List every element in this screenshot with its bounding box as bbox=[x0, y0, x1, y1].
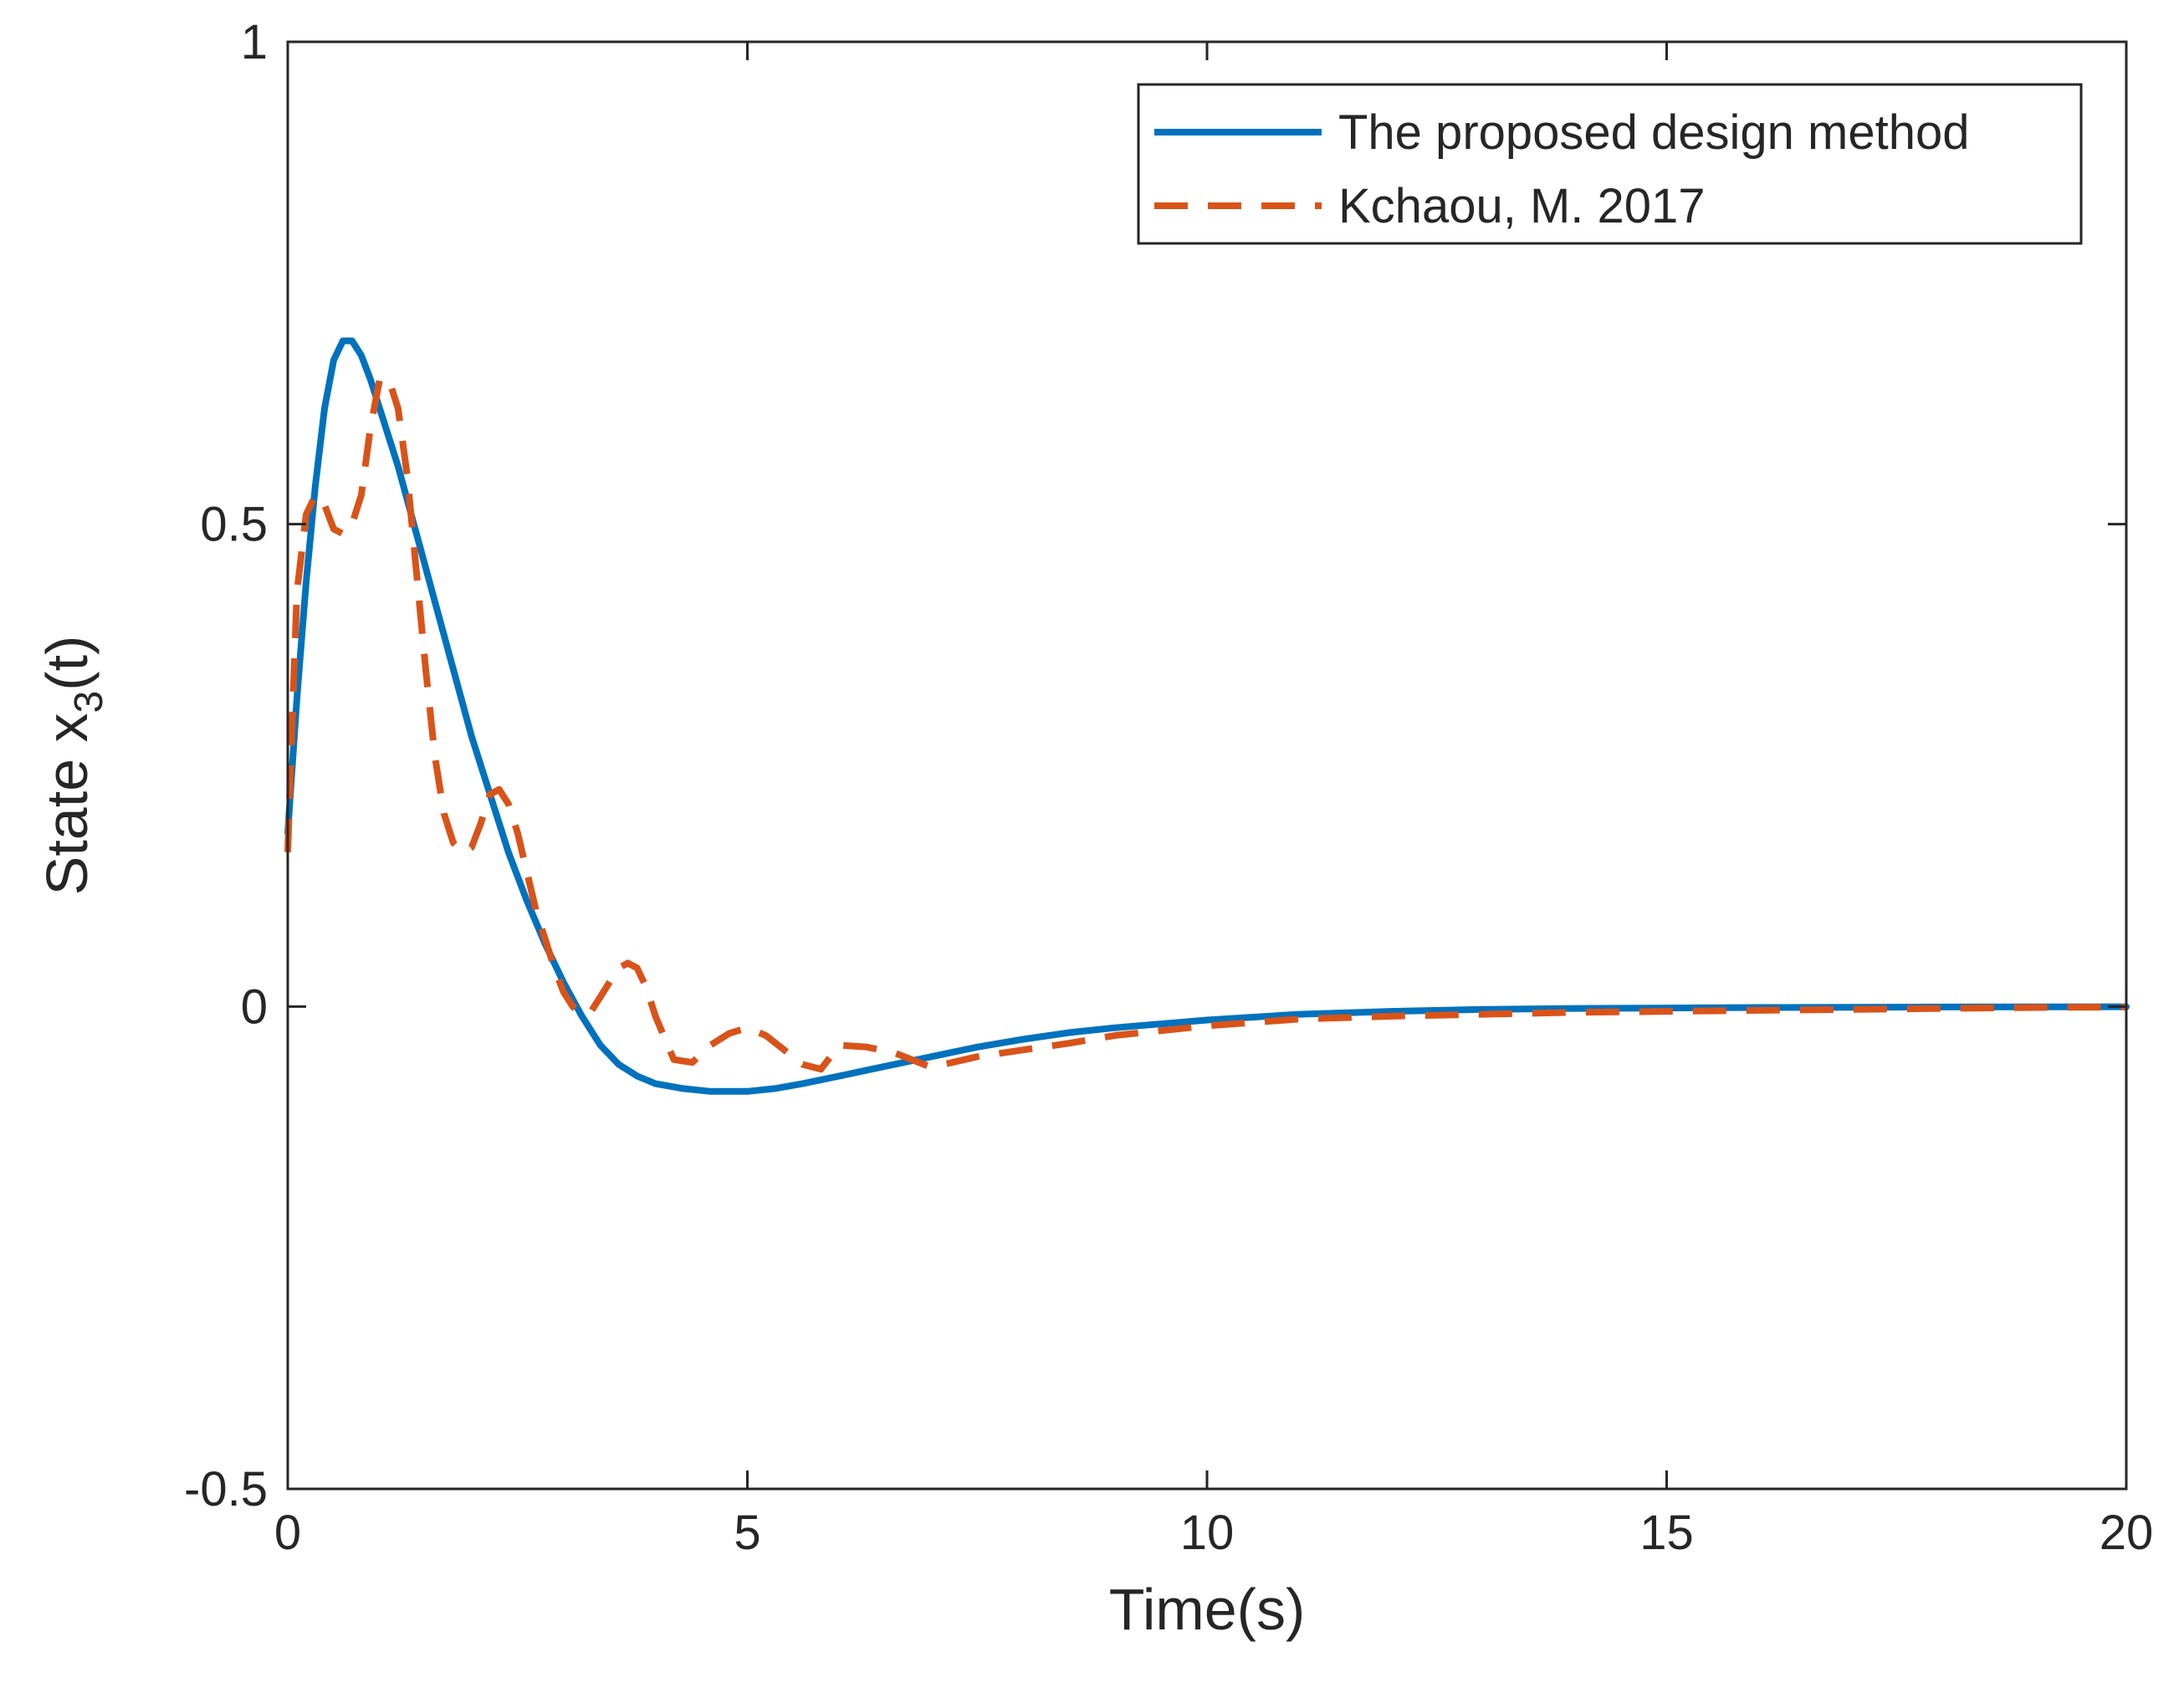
x-tick-label: 15 bbox=[1639, 1506, 1694, 1560]
series-layer bbox=[284, 337, 2130, 1095]
y-axis-label-subscript: 3 bbox=[67, 691, 111, 713]
x-tick-label: 0 bbox=[274, 1506, 301, 1560]
ticks-layer: 0 5 10 15 20-0.500.51 bbox=[184, 15, 2153, 1560]
series-line-0 bbox=[284, 337, 2130, 1095]
x-axis-label: Time(s) bbox=[1109, 1577, 1306, 1642]
plot-area bbox=[288, 42, 2126, 1489]
y-axis-label-suffix: (t) bbox=[34, 636, 100, 691]
legend-label-kchaou: Kchaou, M. 2017 bbox=[1338, 179, 1706, 233]
y-tick-label: 0.5 bbox=[200, 498, 268, 552]
y-axis-label: State x3(t) bbox=[34, 636, 111, 896]
y-axis-label-main: State x bbox=[34, 713, 100, 895]
x-tick-label: 20 bbox=[2100, 1506, 2154, 1560]
legend-label-proposed: The proposed design method bbox=[1338, 105, 1970, 160]
legend-box bbox=[1137, 83, 2083, 245]
y-tick-label: 1 bbox=[241, 15, 268, 69]
legend: The proposed design method Kchaou, M. 20… bbox=[1137, 83, 2083, 245]
x-tick-label: 10 bbox=[1180, 1506, 1235, 1560]
y-tick-label: -0.5 bbox=[184, 1462, 268, 1516]
series-line-1 bbox=[284, 376, 2127, 1073]
x-tick-label: 5 bbox=[734, 1506, 760, 1560]
y-tick-label: 0 bbox=[241, 979, 268, 1034]
